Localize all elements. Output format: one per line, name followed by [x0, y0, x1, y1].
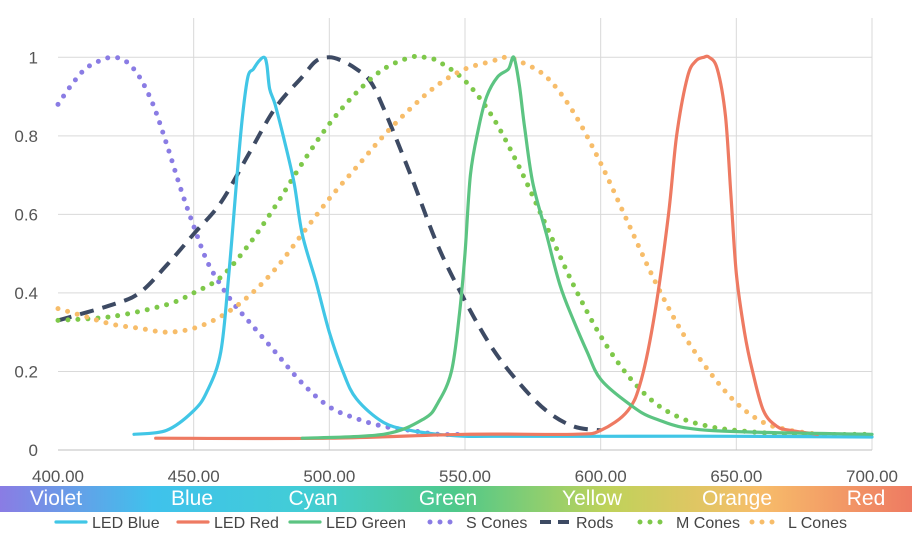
- legend-label: S Cones: [466, 515, 527, 532]
- spectrum-gradient-bar: [0, 486, 912, 512]
- series-line-m-cones: [55, 53, 875, 438]
- spectrum-label-red: Red: [847, 487, 886, 510]
- legend-label: LED Blue: [92, 515, 160, 532]
- x-tick-label: 550.00: [439, 467, 491, 486]
- series-line-led-red: [154, 54, 820, 441]
- x-axis-ticks: 400.00 450.00 500.00 550.00 600.00 650.00 700.…: [32, 467, 898, 486]
- series-line-rods: [57, 55, 602, 433]
- series-lines: [55, 53, 875, 441]
- y-tick-label: 1: [29, 48, 38, 67]
- legend-label: LED Green: [326, 515, 406, 532]
- spectrum-label-blue: Blue: [171, 487, 213, 510]
- spectrum-label-yellow: Yellow: [562, 487, 623, 510]
- spectrum-label-cyan: Cyan: [288, 487, 337, 510]
- legend-label: M Cones: [676, 515, 740, 532]
- x-tick-label: 450.00: [168, 467, 220, 486]
- x-tick-label: 400.00: [32, 467, 84, 486]
- x-tick-label: 600.00: [575, 467, 627, 486]
- x-tick-label: 650.00: [710, 467, 762, 486]
- y-tick-label: 0.6: [14, 205, 38, 224]
- series-line-s-cones: [55, 54, 468, 438]
- series-line-led-blue: [132, 55, 874, 439]
- legend-label: L Cones: [788, 515, 847, 532]
- y-tick-label: 0.8: [14, 127, 38, 146]
- spectrum-band: Violet Blue Cyan Green Yellow Orange Red: [0, 486, 912, 512]
- legend-label: Rods: [576, 515, 613, 532]
- legend-label: LED Red: [214, 515, 279, 532]
- spectrum-label-orange: Orange: [702, 487, 772, 510]
- y-tick-label: 0.2: [14, 362, 38, 381]
- x-tick-label: 700.00: [846, 467, 898, 486]
- y-tick-label: 0: [29, 441, 38, 460]
- x-tick-label: 500.00: [303, 467, 355, 486]
- series-line-l-cones: [55, 54, 821, 437]
- spectrum-label-green: Green: [419, 487, 477, 510]
- legend: LED Blue LED Red LED Green S Cones Rods M Con…: [54, 515, 847, 532]
- y-axis-ticks: 0 0.2 0.4 0.6 0.8 1: [14, 48, 38, 460]
- y-tick-label: 0.4: [14, 284, 38, 303]
- series-line-led-green: [300, 55, 874, 440]
- spectrum-label-violet: Violet: [30, 487, 82, 510]
